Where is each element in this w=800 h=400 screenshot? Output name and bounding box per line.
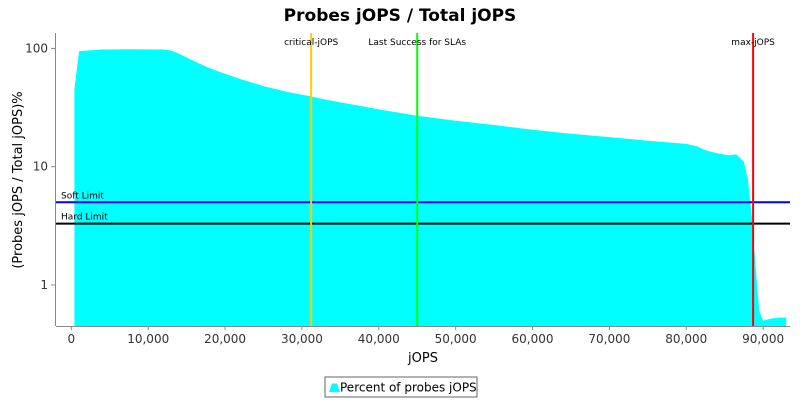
y-axis-label: (Probes jOPS / Total jOPS)% [11,91,26,268]
h-marker-label-0: Soft Limit [61,191,104,201]
marker-labels: Soft Limit Hard Limit critical-jOPS Last Su… [61,38,775,223]
x-tick-label-3: 30,000 [281,332,323,346]
legend-box [324,376,478,398]
x-tick-label-8: 80,000 [665,332,707,346]
x-axis-label: jOPS [407,351,438,366]
axes: 0 10,000 20,000 30,000 40,000 50,000 60,000 70,… [25,33,790,346]
x-tick-label-2: 20,000 [204,332,246,346]
h-marker-label-1: Hard Limit [61,213,108,223]
y-axis-ticks: 1 10 100 [25,41,56,292]
x-tick-label-1: 10,000 [127,332,169,346]
y-tick-label-0: 1 [40,278,48,292]
legend: Percent of probes jOPS [324,376,478,398]
plot-area: Soft Limit Hard Limit critical-jOPS Last Su… [56,33,790,326]
x-tick-label-0: 0 [68,332,76,346]
x-tick-label-6: 60,000 [512,332,554,346]
x-tick-label-4: 40,000 [358,332,400,346]
x-tick-label-7: 70,000 [588,332,630,346]
x-tick-label-9: 90,000 [742,332,784,346]
y-tick-label-2: 100 [25,41,48,55]
v-marker-label-0: critical-jOPS [284,38,338,48]
horizontal-markers [56,201,790,225]
legend-swatch-icon [329,383,340,392]
vertical-markers [310,33,755,326]
series-area-percent-probes [74,49,787,326]
y-tick-label-1: 10 [33,160,48,174]
x-axis-ticks: 0 10,000 20,000 30,000 40,000 50,000 60,000 70,… [68,326,784,346]
v-marker-label-1: Last Success for SLAs [368,38,466,48]
x-tick-label-5: 50,000 [435,332,477,346]
v-marker-label-2: max-jOPS [731,38,775,48]
chart-title: Probes jOPS / Total jOPS [284,6,517,26]
legend-entry-label: Percent of probes jOPS [340,381,477,395]
